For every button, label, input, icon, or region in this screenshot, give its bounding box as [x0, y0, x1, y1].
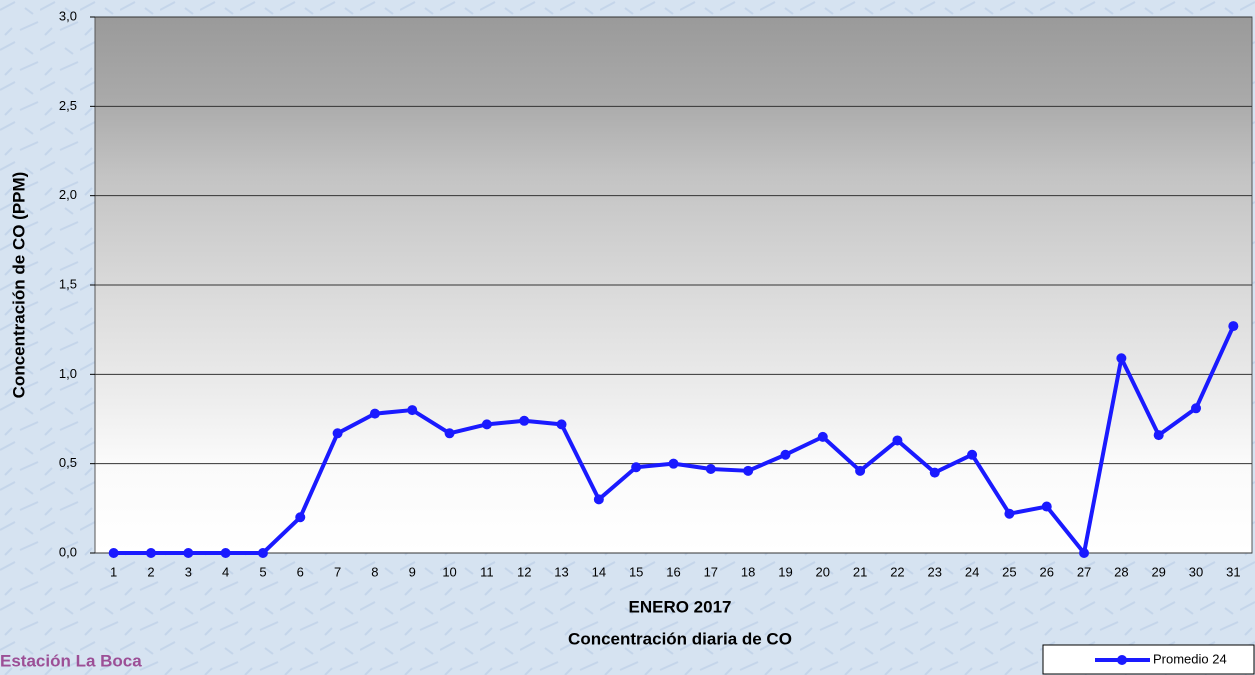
- x-tick-label: 26: [1039, 564, 1053, 579]
- chart-subtitle: Concentración diaria de CO: [568, 629, 792, 648]
- x-tick-label: 11: [480, 564, 494, 579]
- y-tick-label: 2,5: [59, 98, 77, 113]
- data-point: [930, 468, 940, 478]
- data-point: [295, 512, 305, 522]
- x-tick-label: 17: [704, 564, 718, 579]
- y-tick-label: 1,5: [59, 276, 77, 291]
- x-tick-label: 12: [517, 564, 531, 579]
- chart: Concentración de CO (PPM) ENERO 2017 Con…: [0, 0, 1255, 675]
- x-tick-label: 24: [965, 564, 979, 579]
- data-point: [967, 450, 977, 460]
- x-tick-label: 22: [890, 564, 904, 579]
- data-point: [1228, 321, 1238, 331]
- data-point: [594, 494, 604, 504]
- y-tick-label: 0,5: [59, 455, 77, 470]
- x-tick-label: 2: [147, 564, 154, 579]
- x-tick-label: 15: [629, 564, 643, 579]
- data-point: [146, 548, 156, 558]
- x-tick-label: 1: [110, 564, 117, 579]
- x-tick-label: 27: [1077, 564, 1091, 579]
- x-tick-label: 25: [1002, 564, 1016, 579]
- x-tick-label: 20: [816, 564, 830, 579]
- x-tick-label: 13: [554, 564, 568, 579]
- x-tick-label: 30: [1189, 564, 1203, 579]
- x-tick-label: 3: [185, 564, 192, 579]
- data-point: [1116, 353, 1126, 363]
- x-tick-label: 7: [334, 564, 341, 579]
- data-point: [1042, 502, 1052, 512]
- chart-title: ENERO 2017: [629, 597, 732, 616]
- x-tick-label: 28: [1114, 564, 1128, 579]
- x-tick-label: 18: [741, 564, 755, 579]
- x-tick-label: 31: [1226, 564, 1240, 579]
- y-tick-label: 1,0: [59, 366, 77, 381]
- y-tick-label: 3,0: [59, 8, 77, 23]
- data-point: [631, 462, 641, 472]
- data-point: [407, 405, 417, 415]
- legend-marker: [1117, 655, 1127, 665]
- data-point: [818, 432, 828, 442]
- data-point: [445, 428, 455, 438]
- data-point: [482, 419, 492, 429]
- data-point: [109, 548, 119, 558]
- x-tick-label: 29: [1151, 564, 1165, 579]
- data-point: [333, 428, 343, 438]
- x-tick-label: 8: [371, 564, 378, 579]
- y-tick-label: 2,0: [59, 187, 77, 202]
- data-point: [258, 548, 268, 558]
- data-point: [855, 466, 865, 476]
- data-point: [1191, 403, 1201, 413]
- x-tick-label: 19: [778, 564, 792, 579]
- data-point: [706, 464, 716, 474]
- x-tick-label: 4: [222, 564, 229, 579]
- x-tick-label: 6: [297, 564, 304, 579]
- data-point: [221, 548, 231, 558]
- data-point: [892, 435, 902, 445]
- y-tick-label: 0,0: [59, 544, 77, 559]
- station-label: Estación La Boca: [0, 651, 142, 670]
- data-point: [1154, 430, 1164, 440]
- x-tick-label: 14: [592, 564, 606, 579]
- x-tick-label: 10: [442, 564, 456, 579]
- y-axis-label: Concentración de CO (PPM): [9, 172, 28, 399]
- data-point: [743, 466, 753, 476]
- data-point: [669, 459, 679, 469]
- data-point: [1079, 548, 1089, 558]
- x-tick-label: 9: [409, 564, 416, 579]
- data-point: [183, 548, 193, 558]
- x-tick-label: 21: [853, 564, 867, 579]
- legend-label: Promedio 24: [1153, 651, 1227, 666]
- data-point: [1004, 509, 1014, 519]
- x-tick-label: 16: [666, 564, 680, 579]
- data-point: [519, 416, 529, 426]
- data-point: [370, 409, 380, 419]
- x-tick-label: 23: [928, 564, 942, 579]
- x-tick-label: 5: [259, 564, 266, 579]
- data-point: [557, 419, 567, 429]
- data-point: [780, 450, 790, 460]
